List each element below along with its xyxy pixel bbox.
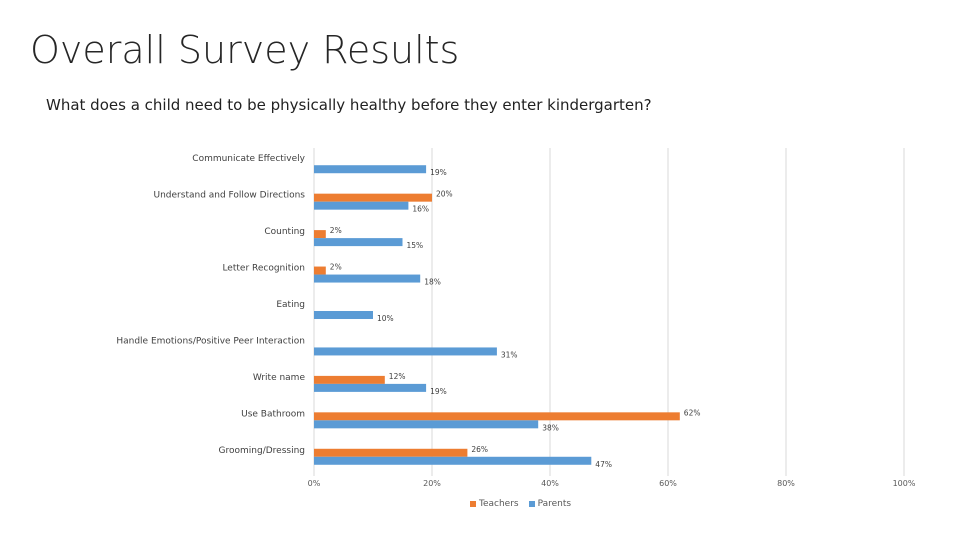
legend-label-parents: Parents: [537, 499, 572, 509]
parents-data-label: 31%: [501, 350, 518, 359]
category-label: Understand and Follow Directions: [154, 191, 306, 201]
parents-bar: [314, 311, 373, 319]
category-label: Eating: [276, 300, 305, 310]
parents-data-label: 10%: [377, 314, 394, 323]
legend-swatch-teachers: [470, 501, 476, 507]
category-label: Handle Emotions/Positive Peer Interactio…: [116, 336, 305, 346]
parents-data-label: 19%: [430, 168, 447, 177]
x-tick-label: 0%: [308, 479, 321, 488]
teachers-bar: [314, 375, 385, 384]
x-tick-label: 100%: [893, 479, 916, 488]
page-title: Overall Survey Results: [30, 28, 460, 72]
category-label: Communicate Effectively: [192, 154, 305, 164]
parents-data-label: 16%: [412, 205, 429, 214]
teachers-data-label: 62%: [684, 408, 701, 417]
parents-bar: [314, 383, 427, 392]
x-tick-label: 40%: [541, 479, 559, 488]
survey-question: What does a child need to be physically …: [46, 96, 652, 114]
parents-bar: [314, 201, 409, 210]
chart-legend: Teachers Parents: [470, 499, 571, 509]
legend-item-teachers: Teachers: [470, 499, 519, 509]
teachers-data-label: 12%: [389, 372, 406, 381]
parents-bar: [314, 274, 421, 283]
text-layer: 0% 20% 40% 60% 80% 100% Communicate Effectivel…: [116, 154, 915, 488]
teachers-bar: [314, 230, 326, 239]
category-label: Letter Recognition: [222, 264, 305, 274]
parents-bar: [314, 420, 539, 429]
legend-swatch-parents: [528, 501, 535, 507]
parents-bar: [314, 456, 592, 465]
teachers-bar: [314, 412, 680, 421]
parents-bar: [314, 347, 497, 356]
parents-data-label: 18%: [424, 278, 441, 287]
legend-label-teachers: Teachers: [479, 499, 519, 509]
parents-bar: [314, 165, 427, 174]
parents-bar: [314, 238, 403, 247]
category-label: Use Bathroom: [241, 409, 305, 419]
x-tick-label: 60%: [659, 479, 677, 488]
teachers-bar: [314, 266, 326, 275]
parents-data-label: 15%: [407, 241, 424, 250]
category-label: Grooming/Dressing: [219, 446, 305, 456]
bars-layer: [314, 165, 680, 465]
x-tick-label: 80%: [777, 479, 795, 488]
teachers-data-label: 2%: [330, 263, 342, 272]
teachers-data-label: 20%: [436, 190, 453, 199]
parents-data-label: 19%: [430, 387, 447, 396]
teachers-data-label: 26%: [471, 445, 488, 454]
category-label: Write name: [253, 373, 306, 383]
legend-item-parents: Parents: [528, 499, 572, 509]
teachers-bar: [314, 448, 468, 457]
parents-data-label: 47%: [595, 460, 612, 469]
parents-data-label: 38%: [542, 423, 559, 432]
teachers-data-label: 2%: [330, 226, 342, 235]
teachers-bar: [314, 193, 432, 202]
x-tick-label: 20%: [423, 479, 441, 488]
category-label: Counting: [264, 227, 305, 237]
